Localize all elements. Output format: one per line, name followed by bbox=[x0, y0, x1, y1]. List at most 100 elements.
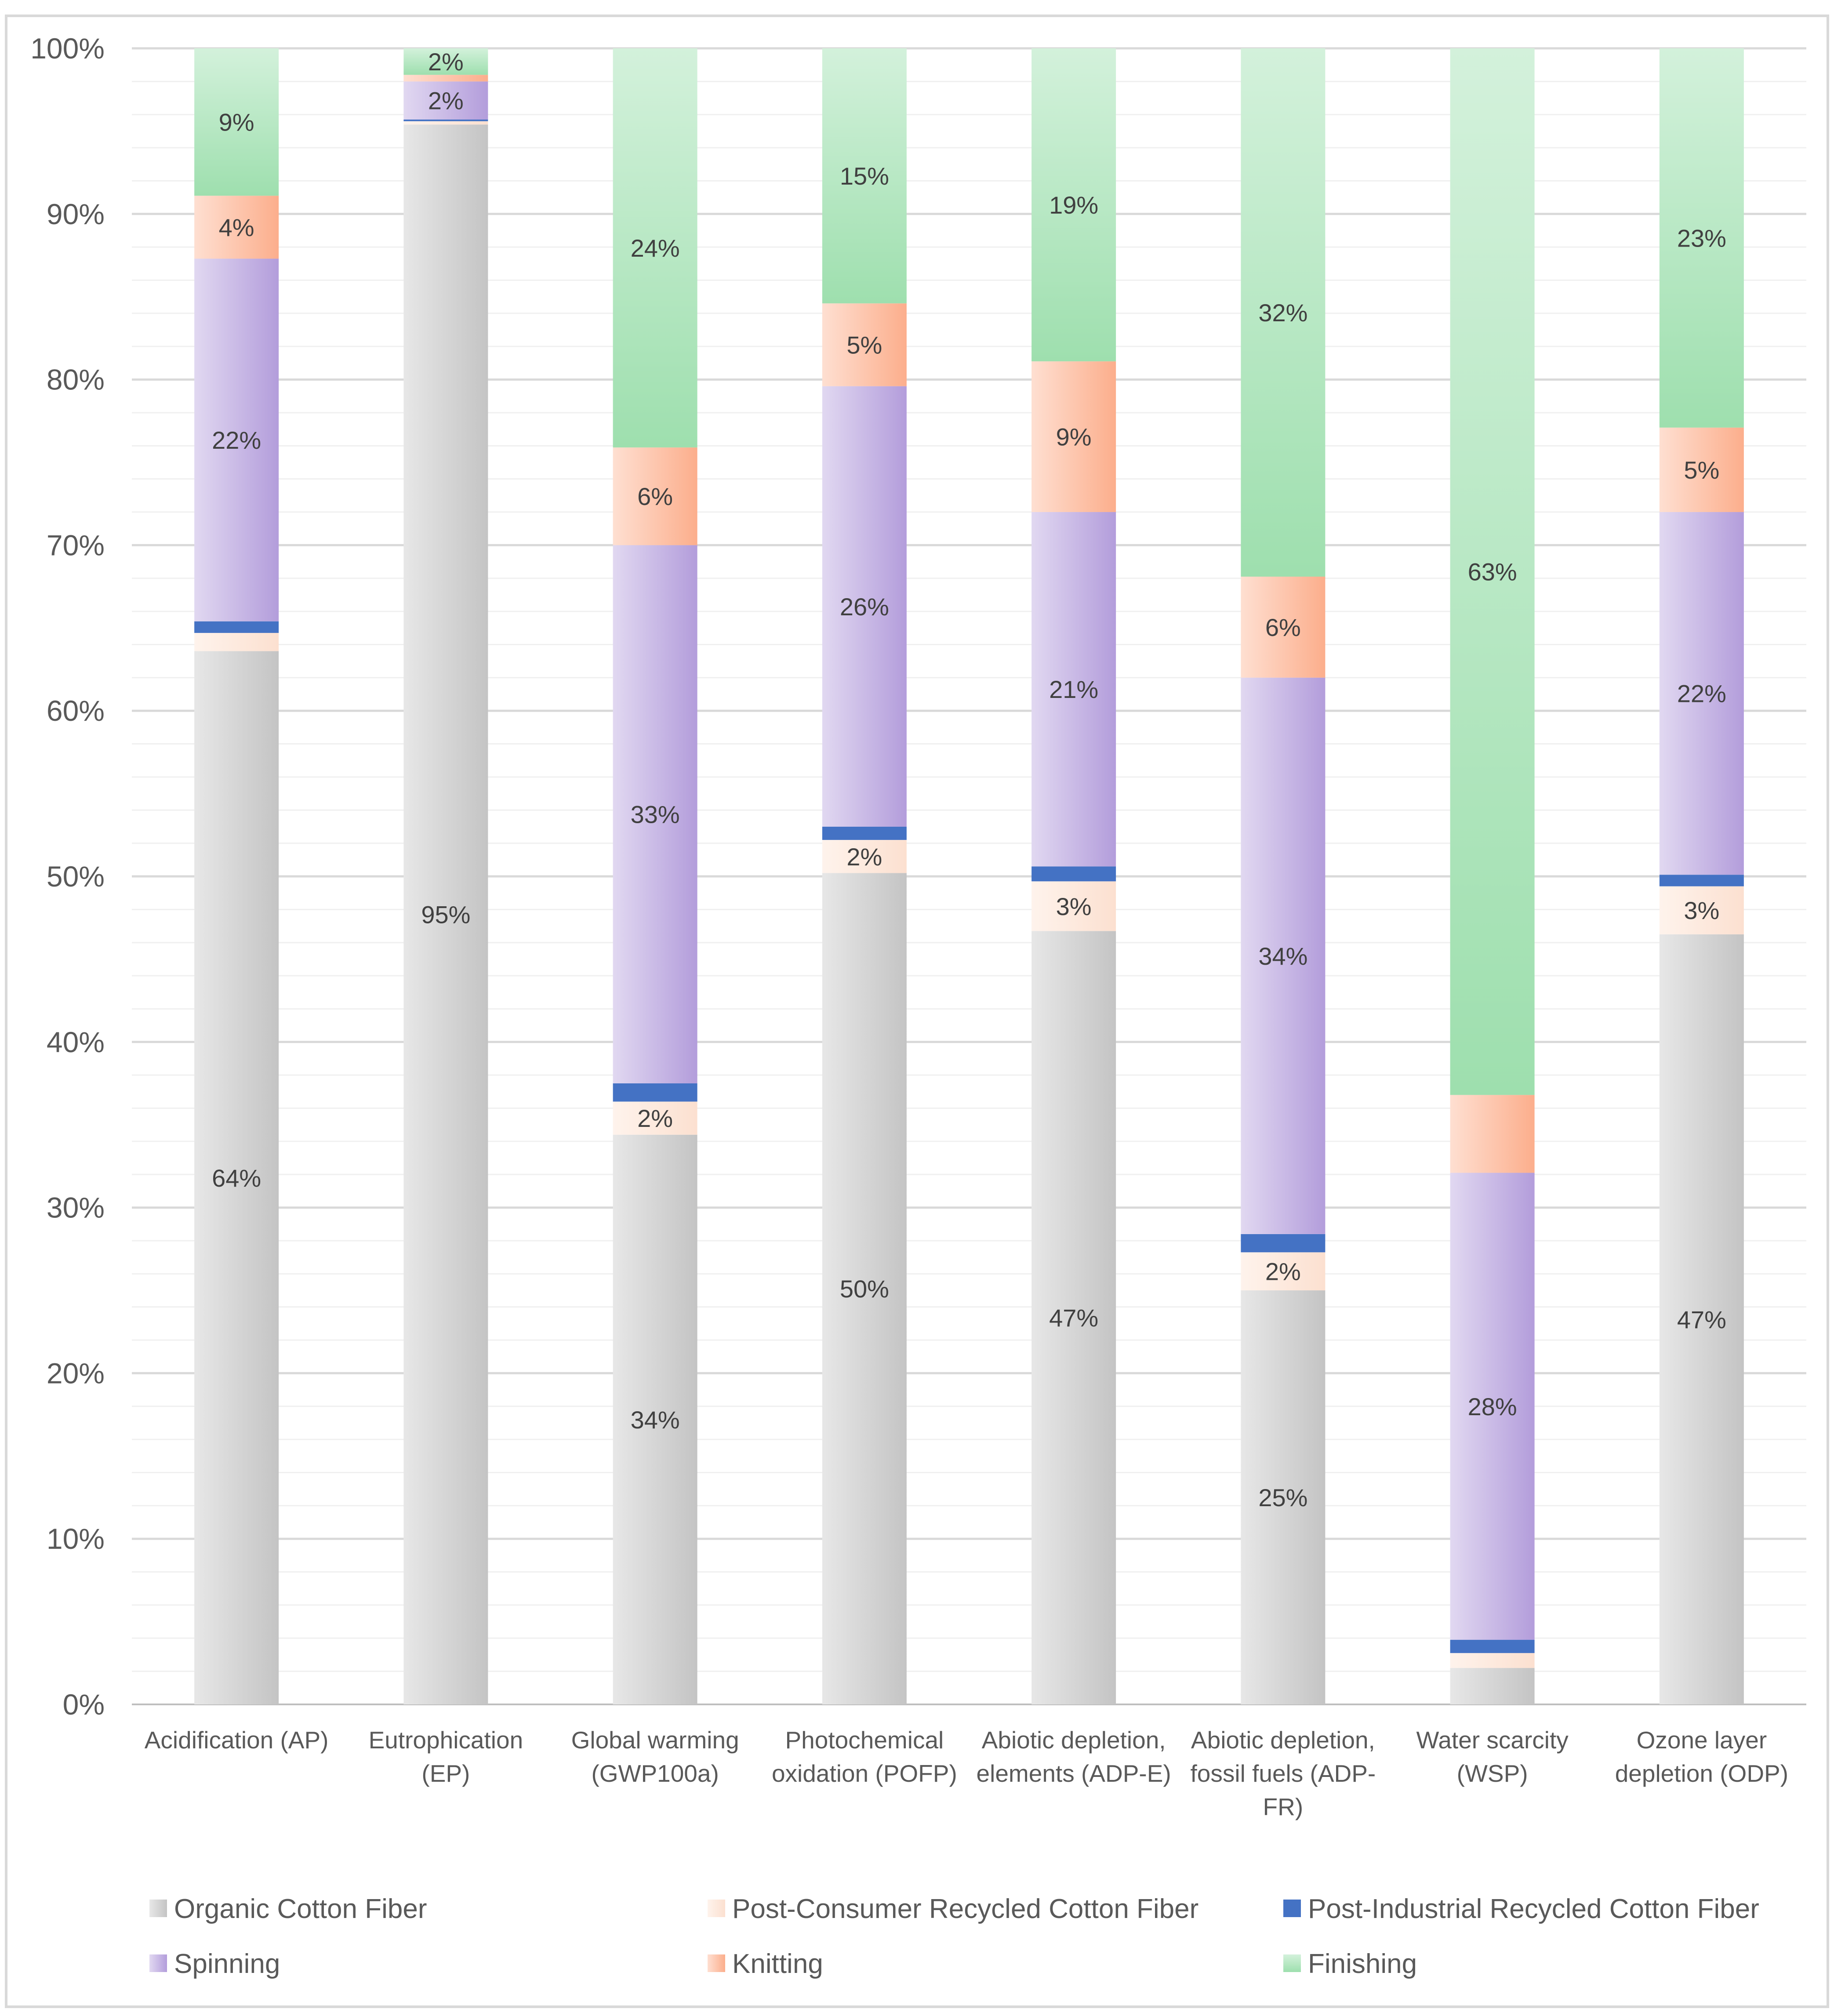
y-tick-label: 70% bbox=[47, 529, 105, 561]
legend-label: Post-Consumer Recycled Cotton Fiber bbox=[732, 1894, 1198, 1924]
bar-knitting bbox=[613, 447, 697, 545]
x-category-label: (WSP) bbox=[1457, 1760, 1528, 1787]
x-category-label: Ozone layer bbox=[1637, 1726, 1767, 1754]
data-label: 6% bbox=[637, 483, 673, 510]
y-tick-label: 40% bbox=[47, 1026, 105, 1058]
bar-finishing bbox=[403, 48, 488, 75]
bar-spinning bbox=[1241, 677, 1326, 1234]
bar-post-industrial-recycled-cotton-fiber bbox=[613, 1083, 697, 1102]
y-tick-label: 0% bbox=[63, 1688, 105, 1721]
bar-post-consumer-recycled-cotton-fiber bbox=[1659, 886, 1744, 934]
data-label: 63% bbox=[1468, 558, 1517, 586]
data-label: 2% bbox=[428, 87, 464, 115]
bar-post-industrial-recycled-cotton-fiber bbox=[1659, 875, 1744, 886]
bar-post-consumer-recycled-cotton-fiber bbox=[822, 840, 907, 873]
bar-post-industrial-recycled-cotton-fiber bbox=[1450, 1640, 1535, 1653]
bar-post-consumer-recycled-cotton-fiber bbox=[1241, 1252, 1326, 1290]
legend-label: Knitting bbox=[732, 1949, 823, 1979]
y-axis-tick-labels: 0% 10% 20% 30% 40% 50% 60% 70% 80% 90% 100% bbox=[30, 32, 105, 1721]
x-category-label: Water scarcity bbox=[1416, 1726, 1569, 1754]
data-label: 2% bbox=[1265, 1258, 1301, 1286]
bar-post-consumer-recycled-cotton-fiber bbox=[613, 1101, 697, 1135]
data-label: 22% bbox=[1677, 680, 1726, 708]
bar-post-consumer-recycled-cotton-fiber bbox=[403, 121, 488, 125]
y-tick-label: 50% bbox=[47, 860, 105, 893]
data-label: 6% bbox=[1265, 614, 1301, 641]
bar-post-industrial-recycled-cotton-fiber bbox=[822, 826, 907, 840]
data-label: 5% bbox=[846, 331, 882, 359]
data-label: 3% bbox=[1684, 897, 1719, 924]
legend: Organic Cotton Fiber Post-Consumer Recycl… bbox=[149, 1894, 1759, 1979]
bar-finishing bbox=[822, 48, 907, 304]
data-label: 9% bbox=[1056, 423, 1092, 451]
bar-organic-cotton-fiber bbox=[194, 651, 279, 1704]
data-label: 95% bbox=[421, 901, 470, 929]
data-label: 47% bbox=[1677, 1306, 1726, 1333]
data-label: 5% bbox=[1684, 456, 1719, 484]
x-category-label: elements (ADP-E) bbox=[977, 1760, 1171, 1787]
bar-spinning bbox=[1659, 512, 1744, 875]
bar-finishing bbox=[613, 48, 697, 448]
data-label: 4% bbox=[219, 214, 254, 241]
bar-post-consumer-recycled-cotton-fiber bbox=[1031, 881, 1116, 931]
y-tick-label: 60% bbox=[47, 694, 105, 727]
data-label: 2% bbox=[637, 1104, 673, 1132]
data-label: 64% bbox=[212, 1164, 261, 1192]
x-category-label: fossil fuels (ADP- bbox=[1190, 1760, 1376, 1787]
bar-post-consumer-recycled-cotton-fiber bbox=[1450, 1653, 1535, 1668]
data-label: 34% bbox=[631, 1406, 680, 1434]
chart-border bbox=[5, 15, 1829, 2008]
data-label: 22% bbox=[212, 426, 261, 454]
bar-post-industrial-recycled-cotton-fiber bbox=[1241, 1234, 1326, 1253]
bar-organic-cotton-fiber bbox=[403, 124, 488, 1704]
bar-organic-cotton-fiber bbox=[1241, 1290, 1326, 1704]
bar-finishing bbox=[1450, 48, 1535, 1095]
data-label: 2% bbox=[846, 843, 882, 871]
data-label: 47% bbox=[1049, 1304, 1098, 1332]
bar-knitting bbox=[403, 75, 488, 82]
bar-spinning bbox=[613, 545, 697, 1083]
bar-spinning bbox=[1031, 512, 1116, 867]
legend-label: Post-Industrial Recycled Cotton Fiber bbox=[1308, 1894, 1759, 1924]
y-tick-label: 10% bbox=[47, 1522, 105, 1555]
bar-organic-cotton-fiber bbox=[1450, 1668, 1535, 1704]
bar-spinning bbox=[822, 386, 907, 827]
x-category-label: FR) bbox=[1263, 1793, 1304, 1820]
x-category-label: (EP) bbox=[421, 1760, 470, 1787]
data-label: 28% bbox=[1468, 1393, 1517, 1420]
data-label: 24% bbox=[631, 234, 680, 262]
x-category-label: Abiotic depletion, bbox=[982, 1726, 1166, 1754]
data-labels: 64% 22% 4% 9% 95% 2% 2% 34% 2% 33% 6% 24% 50% 2% 26% 5%… bbox=[212, 48, 1726, 1511]
bar-post-industrial-recycled-cotton-fiber bbox=[403, 120, 488, 121]
bar-knitting bbox=[1659, 427, 1744, 512]
data-label: 32% bbox=[1258, 299, 1307, 327]
y-tick-label: 20% bbox=[47, 1357, 105, 1389]
data-label: 3% bbox=[1056, 893, 1092, 920]
bar-spinning bbox=[403, 81, 488, 120]
legend-swatch-organic-cotton-fiber bbox=[149, 1900, 167, 1917]
y-tick-label: 90% bbox=[47, 198, 105, 230]
bar-post-industrial-recycled-cotton-fiber bbox=[194, 621, 279, 633]
y-tick-label: 30% bbox=[47, 1191, 105, 1224]
legend-swatch-post-industrial-recycled-cotton-fiber bbox=[1283, 1900, 1301, 1917]
bar-spinning bbox=[194, 258, 279, 621]
data-label: 2% bbox=[428, 48, 464, 76]
y-tick-label: 100% bbox=[30, 32, 105, 65]
x-category-label: Global warming bbox=[571, 1726, 739, 1754]
x-category-label: Acidification (AP) bbox=[145, 1726, 329, 1754]
x-category-label: depletion (ODP) bbox=[1615, 1760, 1788, 1787]
bar-knitting bbox=[1031, 361, 1116, 512]
bar-post-consumer-recycled-cotton-fiber bbox=[194, 633, 279, 651]
legend-swatch-post-consumer-recycled-cotton-fiber bbox=[708, 1900, 725, 1917]
x-category-label: Eutrophication bbox=[369, 1726, 523, 1754]
bar-organic-cotton-fiber bbox=[822, 873, 907, 1704]
bar-finishing bbox=[1659, 48, 1744, 428]
legend-swatch-finishing bbox=[1283, 1954, 1301, 1972]
x-category-label: oxidation (POFP) bbox=[772, 1760, 957, 1787]
data-label: 26% bbox=[840, 593, 889, 621]
bar-knitting bbox=[1450, 1095, 1535, 1173]
bar-finishing bbox=[194, 48, 279, 196]
x-category-label: (GWP100a) bbox=[591, 1760, 719, 1787]
bar-segments bbox=[194, 48, 1744, 1704]
